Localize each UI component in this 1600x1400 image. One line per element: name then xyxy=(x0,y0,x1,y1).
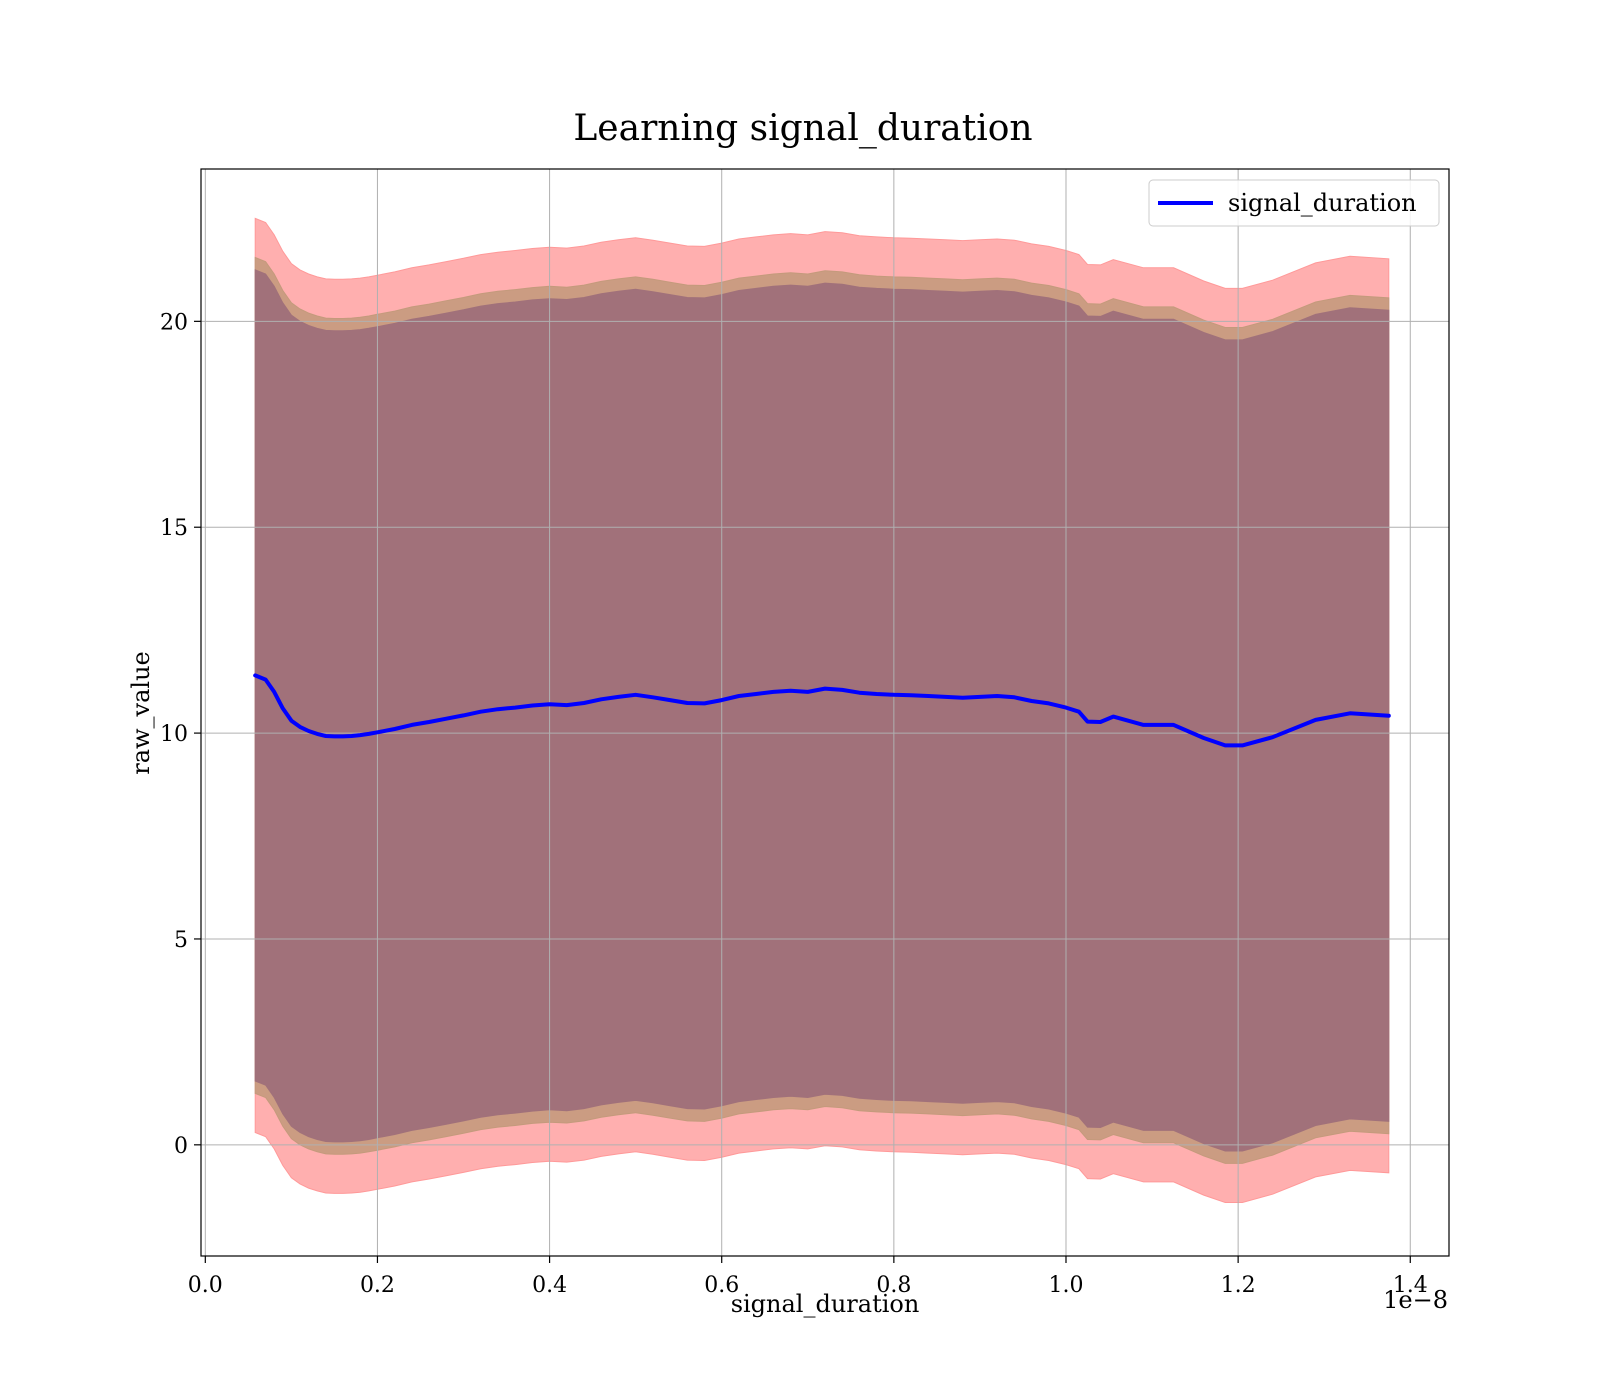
y-tick-label-3: 15 xyxy=(160,516,188,541)
y-tick-label-1: 5 xyxy=(174,928,188,953)
band-2 xyxy=(254,269,1390,1152)
x-axis-label: signal_duration xyxy=(731,1290,920,1318)
y-tick-label-4: 20 xyxy=(160,310,188,335)
x-tick-label-6: 1.2 xyxy=(1221,1273,1256,1298)
x-tick-label-7: 1.4 xyxy=(1393,1273,1428,1298)
x-tick-label-3: 0.6 xyxy=(704,1273,739,1298)
legend-box xyxy=(1148,179,1440,227)
y-axis-ticks: 0 5 10 15 20 xyxy=(160,310,201,1159)
x-tick-label-1: 0.2 xyxy=(360,1273,395,1298)
plot-area xyxy=(200,168,1450,1257)
series-line-0 xyxy=(253,673,1391,748)
confidence-bands xyxy=(254,217,1390,1203)
plot-frame xyxy=(200,168,1450,1257)
x-tick-label-0: 0.0 xyxy=(188,1273,223,1298)
x-axis-ticks: 0.0 0.2 0.4 0.6 0.8 1.0 1.2 1.4 xyxy=(188,1256,1428,1298)
chart-title: Learning signal_duration xyxy=(573,108,1032,149)
y-tick-label-0: 0 xyxy=(174,1134,188,1159)
x-tick-label-2: 0.4 xyxy=(532,1273,567,1298)
y-axis-label: raw_value xyxy=(127,651,155,775)
legend: signal_duration xyxy=(1148,179,1440,227)
x-tick-label-4: 0.8 xyxy=(876,1273,911,1298)
x-axis-offset-label: 1e−8 xyxy=(1383,1286,1448,1314)
legend-label-signal-duration: signal_duration xyxy=(1228,189,1417,217)
x-tick-label-5: 1.0 xyxy=(1048,1273,1083,1298)
series-lines xyxy=(253,673,1391,748)
grid xyxy=(201,169,1449,1256)
y-tick-label-2: 10 xyxy=(160,722,188,747)
